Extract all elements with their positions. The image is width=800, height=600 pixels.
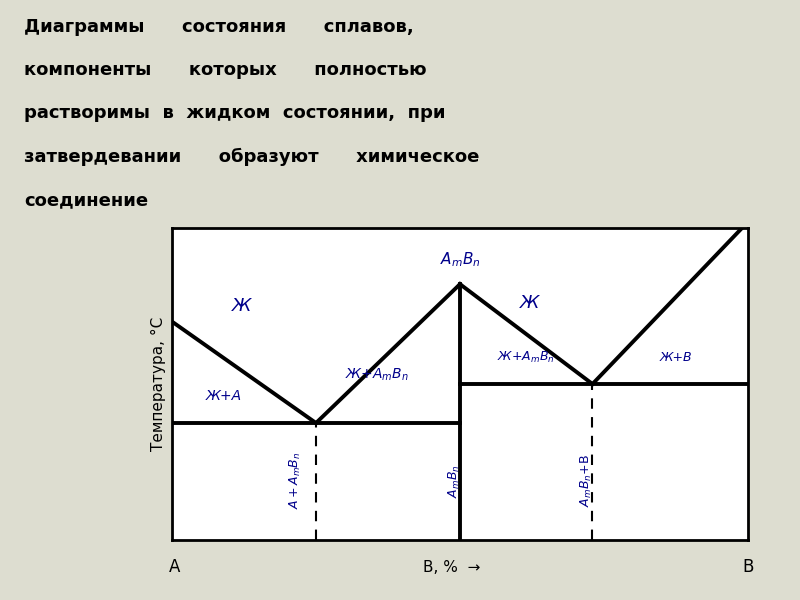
Text: Диаграммы      состояния      сплавов,: Диаграммы состояния сплавов, — [24, 18, 414, 36]
Text: компоненты      которых      полностью: компоненты которых полностью — [24, 61, 426, 79]
Text: $A+A_mB_n$: $A+A_mB_n$ — [288, 452, 303, 509]
Text: B: B — [742, 558, 754, 576]
Text: Ж+А: Ж+А — [206, 389, 242, 403]
Text: растворимы  в  жидком  состоянии,  при: растворимы в жидком состоянии, при — [24, 104, 446, 122]
Text: $A_mB_n$+В: $A_mB_n$+В — [579, 454, 594, 507]
Y-axis label: Температура, °C: Температура, °C — [151, 317, 166, 451]
Text: A: A — [169, 558, 180, 576]
Text: Ж: Ж — [231, 297, 251, 315]
Text: соединение: соединение — [24, 191, 148, 209]
Text: Ж+$A_mB_n$: Ж+$A_mB_n$ — [498, 350, 555, 365]
Text: затвердевании      образуют      химическое: затвердевании образуют химическое — [24, 148, 479, 166]
Text: $A_mB_n$: $A_mB_n$ — [446, 464, 462, 497]
Text: Ж+В: Ж+В — [660, 351, 692, 364]
Text: $A_mB_n$: $A_mB_n$ — [440, 250, 480, 269]
Text: Ж+$A_mB_n$: Ж+$A_mB_n$ — [345, 367, 408, 383]
Text: B, %  →: B, % → — [423, 559, 481, 575]
Text: Ж: Ж — [519, 294, 539, 312]
